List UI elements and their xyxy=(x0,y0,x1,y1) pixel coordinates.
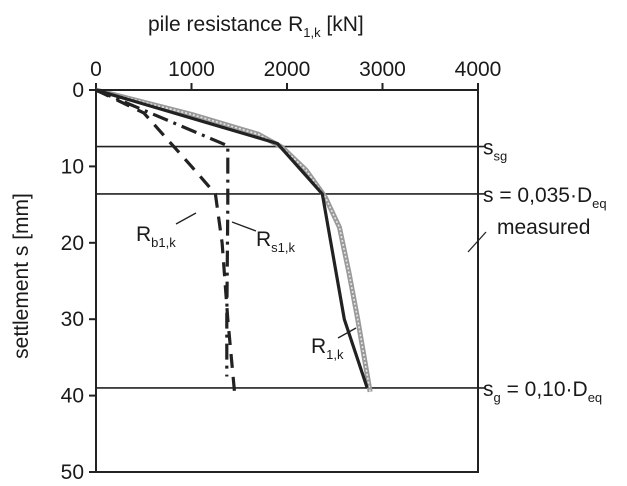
hline-label-sub2: eq xyxy=(588,390,602,405)
hline-label-main: s xyxy=(483,137,494,160)
x-tick-label: 0 xyxy=(90,58,102,81)
x-tick-label: 1000 xyxy=(168,58,215,81)
hline-label-ssg: ssg xyxy=(483,137,507,164)
y-tick-label: 0 xyxy=(72,79,84,102)
hline-label-sub: g xyxy=(494,390,501,405)
annotation-rs1k: Rs1,k xyxy=(256,228,296,255)
annotation-rs1k-sub: s1,k xyxy=(271,240,295,255)
y-tick-label: 20 xyxy=(61,232,84,255)
x-axis-title-unit: [kN] xyxy=(321,13,364,36)
y-tick-label: 40 xyxy=(61,385,84,408)
annotation-rb1k-leader xyxy=(175,212,197,225)
hline-label-rest: = 0,10·D xyxy=(501,378,588,401)
series-line-Rs1k xyxy=(95,88,230,377)
x-tick-label: 3000 xyxy=(359,58,406,81)
y-tick-label: 50 xyxy=(61,461,84,484)
x-axis-title-main: pile resistance R xyxy=(148,13,303,36)
annotation-r1k-sub: 1,k xyxy=(326,347,344,362)
annotation-rb1k: Rb1,k xyxy=(136,223,176,250)
annotation-rb1k-sub: b1,k xyxy=(151,235,176,250)
annotation-measured-text: measured xyxy=(497,216,590,239)
hline-label-sub: sg xyxy=(494,149,508,164)
annotation-rs1k-leader xyxy=(231,221,257,232)
y-axis-ticks: 0 10 20 30 40 50 xyxy=(61,79,96,484)
annotation-r1k-leader xyxy=(337,327,357,339)
x-tick-label: 4000 xyxy=(455,58,502,81)
hline-label-main: s xyxy=(483,378,494,401)
y-axis-title: settlement s [mm] xyxy=(10,193,33,359)
hline-label-sg: sg = 0,10·Deq xyxy=(483,378,602,405)
annotation-measured: measured xyxy=(497,216,590,239)
hline-label-s035: s = 0,035·Deq xyxy=(483,184,607,211)
y-tick-label: 10 xyxy=(61,155,84,178)
series-lines xyxy=(95,87,373,393)
hline-label-sub: eq xyxy=(592,196,606,211)
annotation-r1k: R1,k xyxy=(311,335,344,362)
series-line-Rb1k xyxy=(95,88,237,392)
y-tick-label: 30 xyxy=(61,308,84,331)
x-axis-title-sub: 1,k xyxy=(303,25,321,40)
annotation-rb1k-main: R xyxy=(136,223,151,246)
series-line-R1k xyxy=(95,88,369,389)
series-line-measured-hatch xyxy=(95,89,371,392)
annotation-rs1k-main: R xyxy=(256,228,271,251)
plot-frame xyxy=(95,90,479,473)
hline-label-main: s = 0,035·D xyxy=(483,184,592,207)
x-tick-label: 2000 xyxy=(264,58,311,81)
x-axis-ticks: 0 1000 2000 3000 4000 xyxy=(90,58,501,90)
x-axis-title: pile resistance R1,k [kN] xyxy=(148,13,364,40)
annotation-measured-leader xyxy=(467,231,487,253)
annotation-r1k-main: R xyxy=(311,335,326,358)
